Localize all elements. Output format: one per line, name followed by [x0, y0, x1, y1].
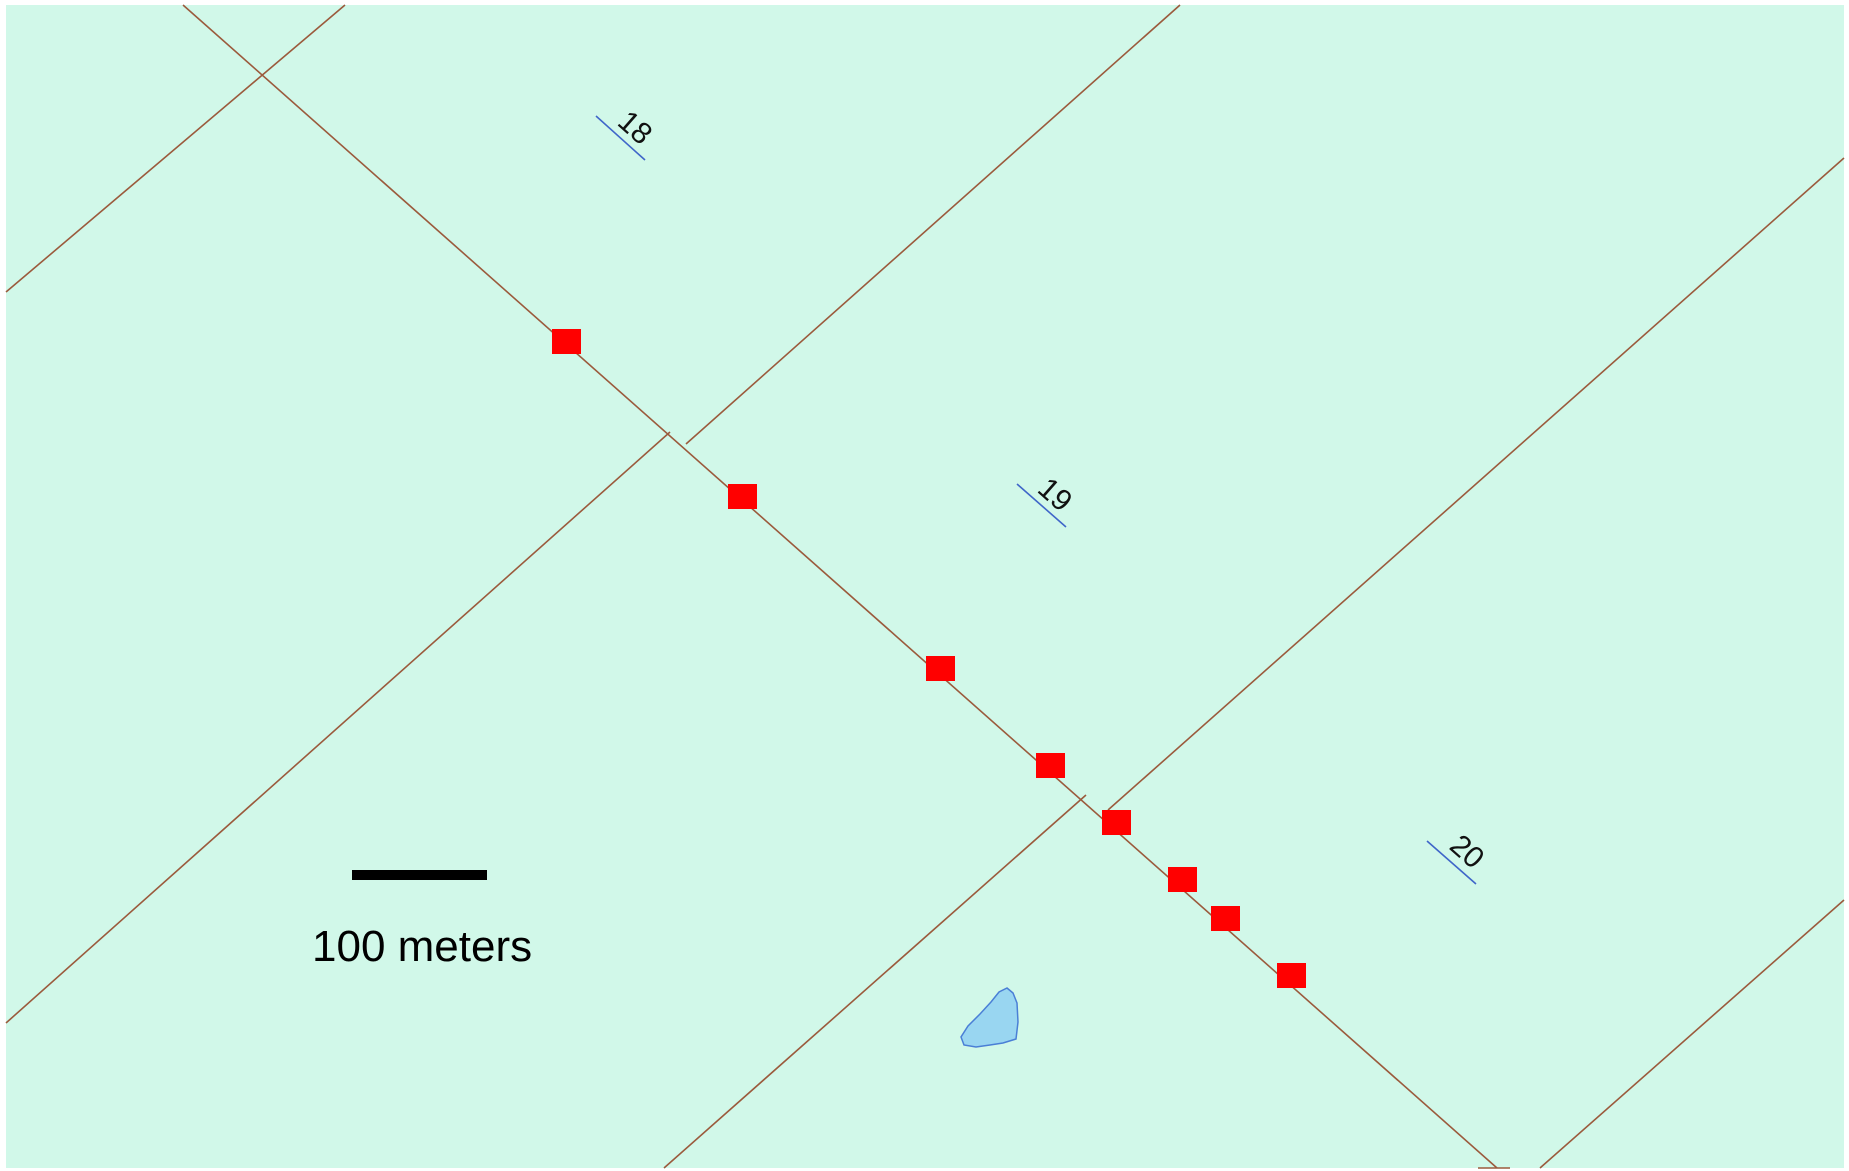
water-body-icon	[960, 987, 1019, 1048]
parcel-boundary-line	[5, 4, 346, 293]
parcel-boundary-line	[1107, 157, 1845, 811]
square-marker-icon[interactable]	[1211, 906, 1240, 931]
square-marker-icon[interactable]	[926, 656, 955, 681]
scale-bar: 100 meters	[312, 870, 532, 971]
square-marker-icon[interactable]	[1036, 753, 1065, 778]
square-marker-icon[interactable]	[552, 329, 581, 354]
scale-bar-label: 100 meters	[312, 922, 532, 971]
parcel-boundary-line	[663, 794, 1087, 1169]
square-marker-icon[interactable]	[1277, 963, 1306, 988]
parcel-boundary-line	[1539, 899, 1845, 1169]
label-leader-line	[595, 115, 646, 161]
map-background	[6, 5, 1844, 1168]
square-marker-icon[interactable]	[728, 484, 757, 509]
parcel-boundary-line	[5, 431, 671, 1024]
point-markers[interactable]	[552, 329, 1306, 988]
label-leader-line	[1016, 483, 1067, 528]
square-marker-icon[interactable]	[1102, 810, 1131, 835]
square-marker-icon[interactable]	[1168, 867, 1197, 892]
parcel-boundary-line	[685, 4, 1181, 445]
label-leader-line	[1426, 840, 1477, 885]
scale-bar-line	[352, 870, 487, 880]
